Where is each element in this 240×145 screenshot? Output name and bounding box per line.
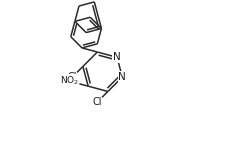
Text: NO$_2$: NO$_2$ [60,75,79,87]
Text: Cl: Cl [92,97,102,107]
Text: N: N [119,72,126,82]
Text: N: N [113,52,121,62]
Text: Cl: Cl [67,72,77,82]
